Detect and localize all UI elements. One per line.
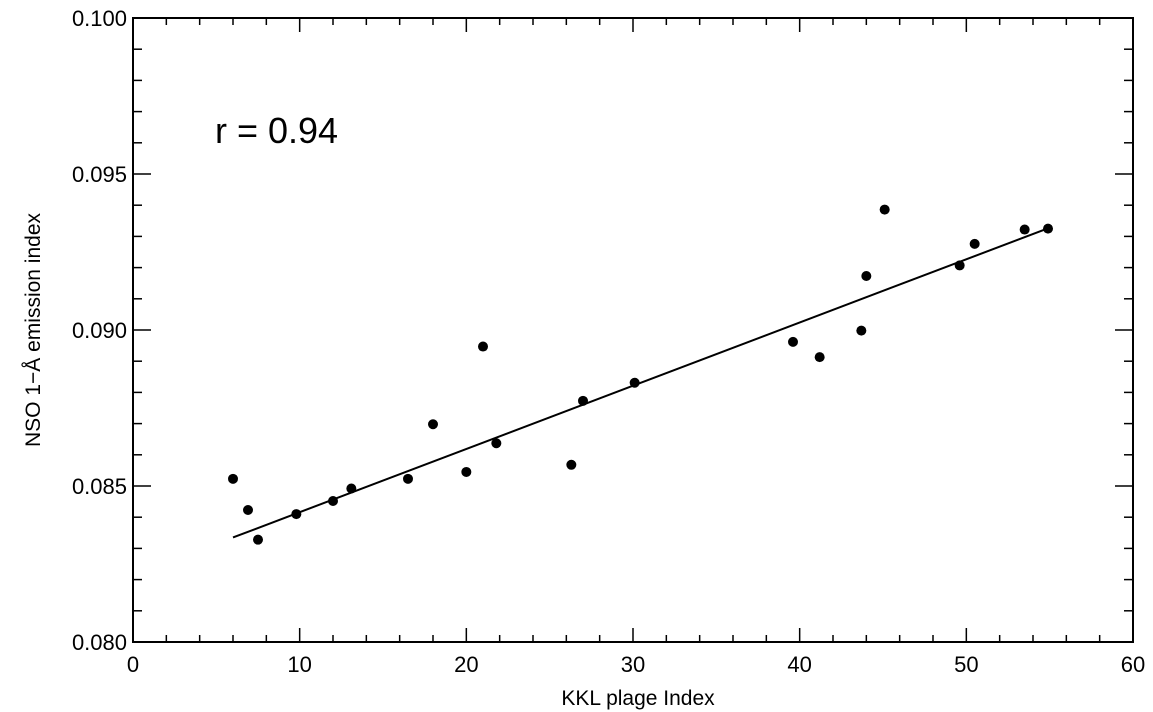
- data-point: [788, 336, 798, 347]
- x-tick-label: 10: [287, 652, 311, 677]
- data-point: [861, 271, 872, 282]
- x-tick-label: 0: [127, 652, 139, 677]
- plot-frame: [132, 17, 1134, 643]
- data-point: [491, 438, 502, 449]
- correlation-annotation: r = 0.94: [215, 110, 338, 151]
- data-point: [1019, 224, 1030, 235]
- x-tick-labels: 0 10 20 30 40 50 60: [127, 652, 1145, 677]
- data-point: [856, 325, 867, 336]
- y-tick-labels: 0.080 0.085 0.090 0.095 0.100: [72, 6, 127, 655]
- y-axis-title: NSO 1−Å emission index: [22, 212, 45, 447]
- y-tick-label: 0.085: [72, 474, 127, 499]
- data-point: [228, 473, 238, 484]
- data-point: [428, 419, 438, 430]
- y-tick-label: 0.090: [72, 318, 127, 343]
- x-tick-label: 50: [954, 652, 978, 677]
- data-point: [461, 466, 472, 477]
- x-tick-label: 40: [787, 652, 811, 677]
- data-point: [478, 341, 488, 352]
- y-tick-label: 0.100: [72, 6, 127, 31]
- data-point: [879, 204, 890, 215]
- data-point: [814, 352, 825, 363]
- fit-line: [232, 226, 1051, 539]
- data-point: [969, 238, 980, 249]
- data-point: [253, 534, 263, 545]
- x-tick-label: 20: [454, 652, 478, 677]
- x-axis-title: KKL plage Index: [561, 687, 715, 710]
- y-tick-label: 0.080: [72, 630, 127, 655]
- data-point: [566, 459, 577, 470]
- data-point: [243, 505, 253, 516]
- y-tick-label: 0.095: [72, 162, 127, 187]
- data-point: [403, 473, 413, 484]
- x-tick-label: 60: [1121, 652, 1145, 677]
- x-tick-label: 30: [621, 652, 645, 677]
